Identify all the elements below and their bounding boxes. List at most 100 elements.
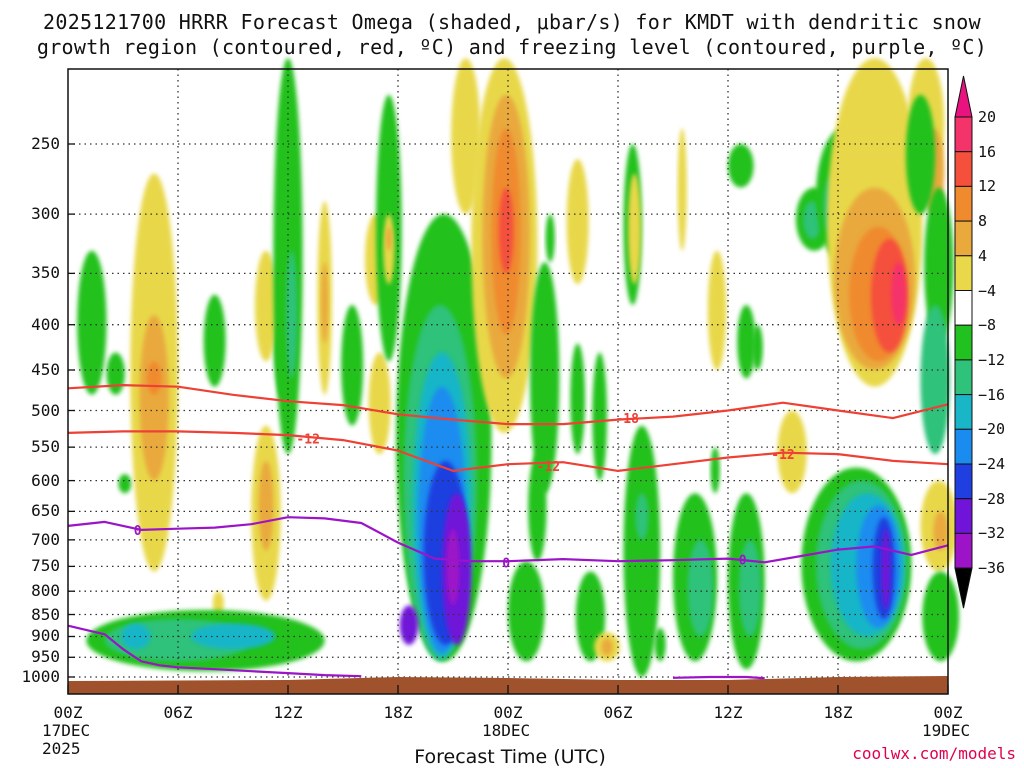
contour-line-1 bbox=[67, 384, 949, 426]
colorbar-label-7: −12 bbox=[978, 350, 1006, 369]
omega-contour-48 bbox=[628, 173, 641, 285]
omega-contour-40 bbox=[530, 262, 560, 494]
omega-contour-62 bbox=[687, 539, 714, 637]
omega-contour-84 bbox=[924, 187, 954, 344]
colorbar-label-2: 12 bbox=[978, 177, 997, 196]
x-tick-label-0: 00Z bbox=[53, 703, 83, 722]
contour-label-2: -12 bbox=[771, 448, 794, 463]
omega-contour-59 bbox=[728, 144, 754, 188]
omega-contour-3 bbox=[203, 294, 226, 387]
omega-contour-57 bbox=[710, 447, 720, 494]
contour-label-4: 0 bbox=[134, 524, 142, 539]
omega-contour-2 bbox=[118, 474, 132, 494]
omega-contour-21 bbox=[385, 226, 392, 251]
colorbar-segment-9 bbox=[954, 428, 973, 465]
x-tick-label-48: 00Z bbox=[933, 703, 963, 722]
colorbar-label-4: 4 bbox=[978, 246, 988, 265]
omega-contour-88 bbox=[922, 571, 960, 662]
colorbar-segment-0 bbox=[954, 116, 973, 153]
x-tick-date-24: 18DEC bbox=[482, 721, 531, 740]
omega-contour-42 bbox=[566, 159, 589, 285]
y-tick-label-900: 900 bbox=[31, 626, 60, 646]
omega-contour-58 bbox=[737, 304, 756, 379]
colorbar-label-9: −20 bbox=[978, 420, 1006, 439]
omega-contour-18 bbox=[341, 304, 364, 426]
y-tick-label-350: 350 bbox=[31, 263, 60, 283]
omega-contour-8 bbox=[255, 250, 277, 362]
colorbar-label-13: −36 bbox=[978, 559, 1006, 578]
omega-contour-17 bbox=[286, 250, 298, 379]
y-tick-label-300: 300 bbox=[31, 204, 60, 224]
colorbar-label-6: −8 bbox=[978, 316, 997, 335]
omega-contour-83 bbox=[905, 94, 936, 215]
contour-label-6: 0 bbox=[739, 554, 747, 569]
omega-contour-50 bbox=[623, 425, 661, 677]
colorbar-label-1: 16 bbox=[978, 142, 997, 161]
omega-contour-87 bbox=[920, 304, 950, 455]
omega-contour-13 bbox=[321, 262, 329, 344]
omega-contour-43 bbox=[570, 343, 586, 455]
colorbar-triangle-top bbox=[954, 75, 973, 118]
colorbar-label-11: −28 bbox=[978, 489, 1006, 508]
omega-contour-46 bbox=[592, 352, 608, 481]
plot-frame bbox=[67, 68, 949, 695]
colorbar-segment-1 bbox=[954, 151, 973, 187]
colorbar-label-5: −4 bbox=[978, 281, 997, 300]
x-tick-label-24: 00Z bbox=[493, 703, 523, 722]
colorbar-label-0: 20 bbox=[978, 108, 997, 126]
omega-shading bbox=[77, 58, 960, 677]
omega-contour-7 bbox=[146, 361, 162, 395]
x-tick-label-30: 06Z bbox=[603, 703, 633, 722]
colorbar-segment-5 bbox=[954, 290, 973, 326]
y-tick-label-650: 650 bbox=[31, 501, 60, 521]
omega-contour-56 bbox=[707, 250, 727, 370]
y-tick-label-800: 800 bbox=[31, 581, 60, 601]
y-tick-label-950: 950 bbox=[31, 647, 60, 667]
x-tick-label-42: 18Z bbox=[823, 703, 853, 722]
colorbar-label-12: −32 bbox=[978, 524, 1006, 543]
omega-contour-41 bbox=[545, 214, 555, 263]
chart-title-line-1: 2025121700 HRRR Forecast Omega (shaded, … bbox=[43, 10, 981, 34]
colorbar-label-10: −24 bbox=[978, 455, 1006, 473]
omega-contour-75 bbox=[881, 528, 891, 610]
colorbar-segment-8 bbox=[954, 394, 973, 430]
x-tick-label-12: 12Z bbox=[273, 703, 303, 722]
colorbar-segment-10 bbox=[954, 463, 973, 500]
contour-label-0: -12 bbox=[296, 433, 319, 448]
colorbar-segment-2 bbox=[954, 185, 973, 222]
colorbar-label-3: 8 bbox=[978, 212, 988, 231]
x-tick-label-36: 12Z bbox=[713, 703, 743, 722]
contour-label-5: 0 bbox=[502, 556, 510, 571]
omega-contour-45 bbox=[507, 561, 545, 662]
contour-label-1: -12 bbox=[537, 460, 560, 475]
colorbar-triangle-bottom bbox=[954, 567, 973, 609]
omega-contour-80 bbox=[891, 262, 906, 325]
contour-line-2 bbox=[67, 516, 949, 564]
omega-contour-34 bbox=[498, 187, 514, 274]
omega-contour-39 bbox=[121, 623, 151, 650]
x-tick-label-6: 06Z bbox=[163, 703, 193, 722]
omega-contour-54 bbox=[654, 627, 666, 662]
omega-contour-0 bbox=[77, 250, 107, 395]
y-tick-label-700: 700 bbox=[31, 529, 60, 549]
y-tick-label-750: 750 bbox=[31, 556, 60, 576]
omega-contour-51 bbox=[635, 493, 649, 540]
colorbar bbox=[954, 75, 973, 609]
x-tick-date-48: 19DEC bbox=[922, 721, 971, 740]
y-tick-label-850: 850 bbox=[31, 604, 60, 624]
colorbar-segment-4 bbox=[954, 255, 973, 292]
y-tick-label-600: 600 bbox=[31, 470, 60, 490]
y-tick-label-500: 500 bbox=[31, 400, 60, 420]
omega-contour-55 bbox=[677, 128, 687, 251]
x-tick-label-18: 18Z bbox=[383, 703, 413, 722]
y-tick-label-250: 250 bbox=[31, 134, 60, 153]
contour-line-0 bbox=[67, 430, 949, 472]
gridlines bbox=[68, 69, 948, 678]
y-tick-label-550: 550 bbox=[31, 437, 60, 457]
x-tick-date-0: 17DEC bbox=[42, 721, 91, 740]
contour-label-3: -18 bbox=[615, 412, 639, 427]
colorbar-segment-3 bbox=[954, 220, 973, 257]
x-tick-year-0: 2025 bbox=[42, 739, 81, 758]
